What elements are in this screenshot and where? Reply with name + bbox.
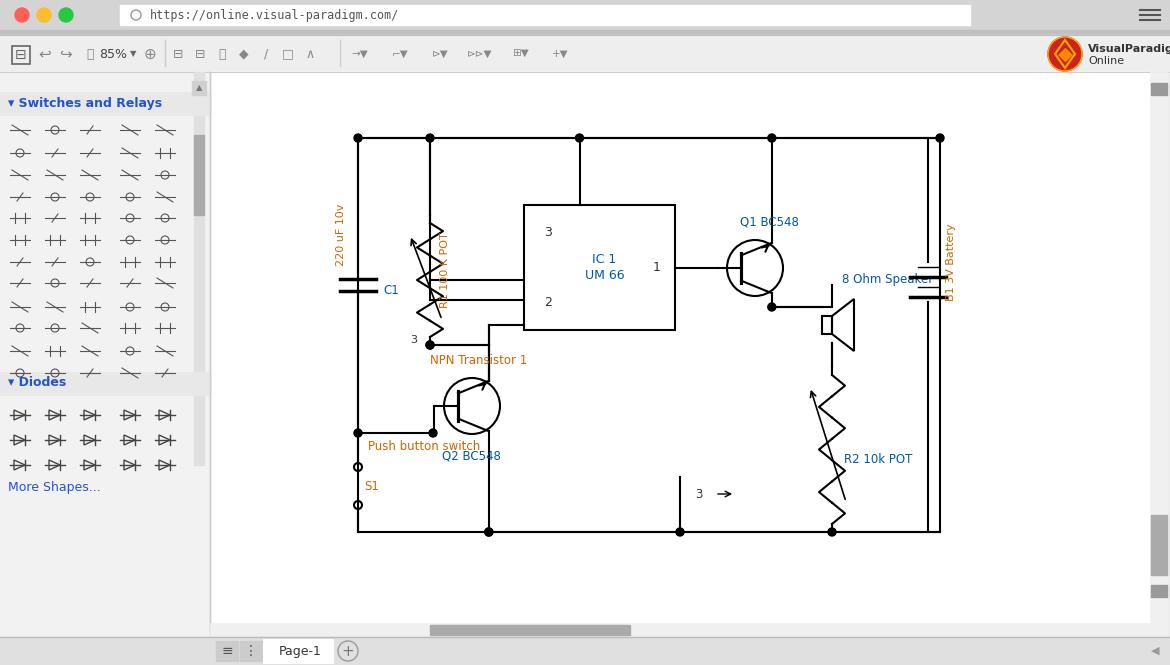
Text: ≡: ≡ [221, 644, 233, 658]
Bar [121, 5, 970, 25]
Text: ◆: ◆ [1058, 45, 1073, 63]
Text: https://online.visual-paradigm.com/: https://online.visual-paradigm.com/ [150, 9, 399, 21]
Circle shape [37, 8, 51, 22]
Text: Q2 BC548: Q2 BC548 [442, 450, 501, 462]
Bar [524, 205, 675, 330]
Text: 220 uF 10v: 220 uF 10v [336, 203, 346, 266]
Bar [1151, 515, 1166, 575]
Text: ▲: ▲ [195, 84, 202, 92]
Polygon shape [1055, 40, 1075, 68]
Text: ⊟: ⊟ [15, 48, 27, 62]
Text: S1: S1 [364, 479, 379, 493]
Text: 1: 1 [653, 261, 661, 274]
Circle shape [768, 303, 776, 311]
Bar [194, 72, 204, 465]
Text: ▼: ▼ [130, 49, 136, 59]
Text: UM 66: UM 66 [585, 269, 625, 282]
Text: ↪: ↪ [58, 47, 71, 61]
Text: +▼: +▼ [552, 49, 569, 59]
Circle shape [484, 528, 493, 536]
Bar [0, 35, 1170, 72]
Text: Q1 BC548: Q1 BC548 [739, 215, 799, 229]
Text: ▾ Switches and Relays: ▾ Switches and Relays [8, 96, 163, 110]
Bar [823, 316, 832, 334]
Bar [209, 72, 1150, 637]
Text: 3: 3 [544, 227, 552, 239]
Text: Online: Online [1088, 56, 1124, 66]
Bar [1151, 585, 1166, 597]
Circle shape [576, 134, 584, 142]
Text: 85%: 85% [99, 47, 128, 61]
Text: 🔍: 🔍 [87, 47, 94, 61]
Circle shape [58, 8, 73, 22]
Bar [192, 81, 206, 95]
Circle shape [768, 134, 776, 142]
Text: ⊳▼: ⊳▼ [432, 49, 448, 59]
Circle shape [429, 429, 438, 437]
Text: 8 Ohm Speaker: 8 Ohm Speaker [842, 273, 934, 287]
Circle shape [355, 429, 362, 437]
Bar [12, 46, 30, 64]
Text: 2: 2 [544, 295, 552, 309]
Bar [0, 72, 209, 665]
Bar [1150, 72, 1168, 637]
Text: ⊟: ⊟ [173, 47, 184, 61]
Circle shape [355, 134, 362, 142]
Text: ◀: ◀ [1151, 646, 1159, 656]
Text: ⌐▼: ⌐▼ [392, 49, 408, 59]
Text: More Shapes...: More Shapes... [8, 481, 101, 495]
Text: ∧: ∧ [305, 47, 315, 61]
Circle shape [676, 528, 684, 536]
Circle shape [426, 134, 434, 142]
Text: R2 10k POT: R2 10k POT [844, 453, 913, 466]
Text: +: + [342, 644, 355, 658]
Text: VisualParadigm: VisualParadigm [1088, 44, 1170, 54]
Text: Push button switch: Push button switch [369, 440, 480, 454]
Text: ⊳⊳▼: ⊳⊳▼ [467, 49, 493, 59]
Text: R1 100 K POT: R1 100 K POT [440, 232, 450, 308]
Text: □: □ [282, 47, 294, 61]
Text: B1 3V Battery: B1 3V Battery [947, 223, 956, 301]
Circle shape [426, 341, 434, 349]
Bar [0, 372, 209, 395]
Circle shape [1048, 37, 1082, 71]
Bar [0, 637, 1170, 665]
Text: →▼: →▼ [352, 49, 369, 59]
Circle shape [15, 8, 29, 22]
Text: ▾ Diodes: ▾ Diodes [8, 376, 67, 390]
Bar [194, 135, 204, 215]
Text: 3: 3 [410, 335, 417, 345]
Bar [431, 625, 629, 635]
Text: C1: C1 [383, 283, 399, 297]
Text: NPN Transistor 1: NPN Transistor 1 [431, 354, 528, 366]
Text: ⊟: ⊟ [194, 47, 205, 61]
Text: /: / [264, 47, 268, 61]
Text: ⊕: ⊕ [144, 47, 157, 61]
Bar [0, 30, 1170, 35]
Circle shape [828, 528, 837, 536]
Text: ↩: ↩ [39, 47, 51, 61]
Text: 3: 3 [695, 487, 702, 501]
Bar [263, 639, 333, 663]
Text: ⋮: ⋮ [245, 644, 257, 658]
Bar [209, 623, 1150, 637]
Text: ⊞▼: ⊞▼ [511, 49, 529, 59]
Circle shape [426, 341, 434, 349]
Text: Page-1: Page-1 [278, 644, 322, 658]
Bar [1151, 83, 1166, 95]
Bar [240, 641, 262, 661]
Text: 🗑: 🗑 [219, 47, 226, 61]
Circle shape [936, 134, 944, 142]
Text: ◆: ◆ [239, 47, 249, 61]
Bar [216, 641, 238, 661]
Circle shape [484, 528, 493, 536]
Bar [0, 0, 1170, 30]
Text: IC 1: IC 1 [592, 253, 617, 266]
Bar [0, 92, 209, 115]
